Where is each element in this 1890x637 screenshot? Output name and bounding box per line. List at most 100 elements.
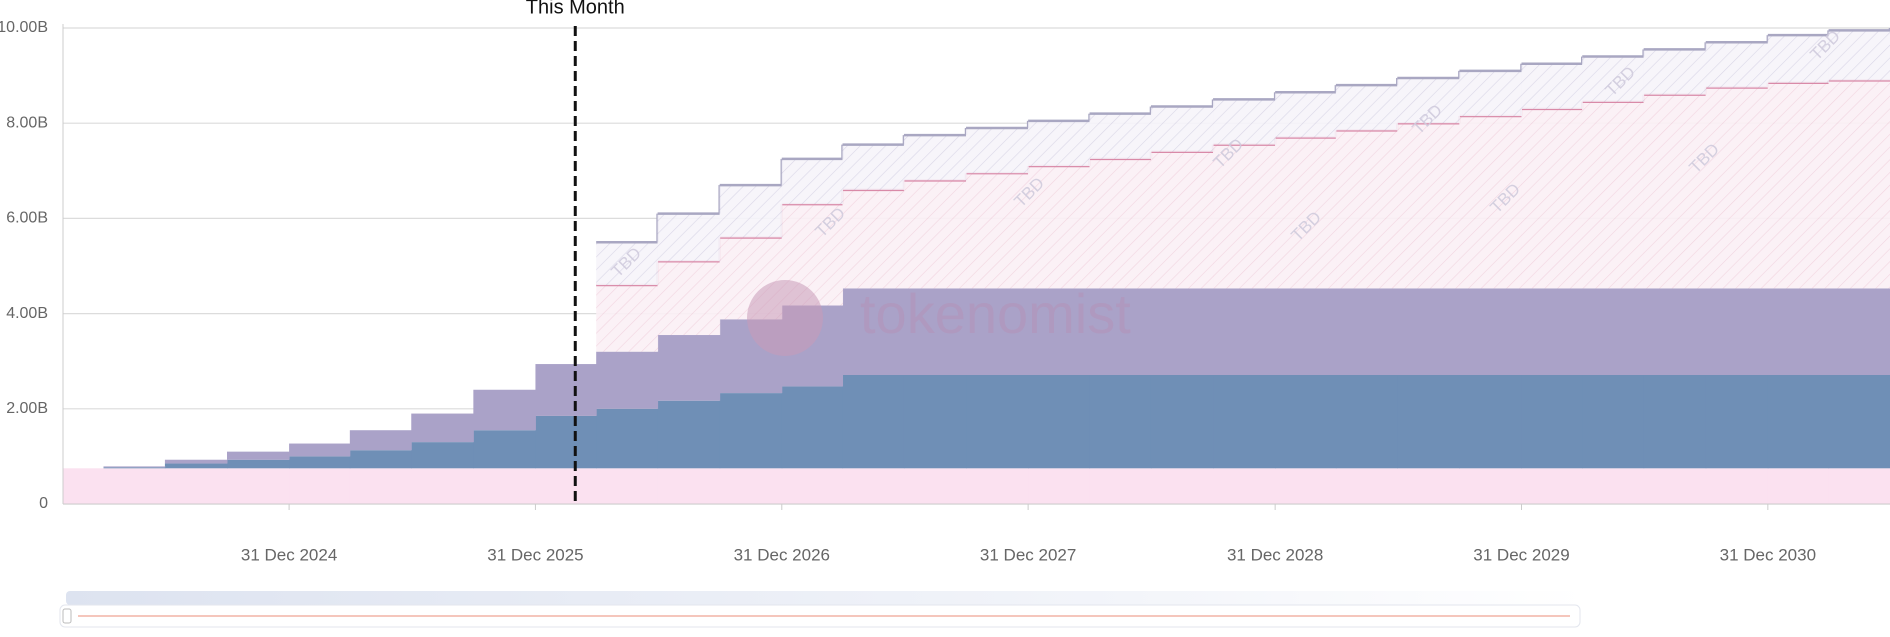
tbd-step [657, 261, 721, 336]
y-tick-label: 0 [39, 495, 48, 512]
tbd-step [781, 158, 844, 205]
unlock-step [596, 408, 659, 469]
unlock-step [1521, 468, 1583, 504]
tbd-step [842, 189, 905, 289]
watermark: tokenomist [860, 282, 1131, 345]
unlock-step [903, 468, 967, 504]
tbd-step [1335, 130, 1398, 289]
unlock-step [1275, 375, 1337, 469]
unlock-step [719, 468, 783, 504]
unlock-step [903, 375, 967, 469]
tbd-step [596, 285, 659, 352]
unlock-step [1521, 288, 1583, 376]
unlock-step [596, 468, 659, 504]
unlock-step [1335, 375, 1398, 469]
unlock-step [1582, 468, 1645, 504]
unlock-step [1767, 288, 1830, 376]
unlock-step [1521, 375, 1583, 469]
tbd-step [657, 213, 721, 262]
unlock-step [1828, 468, 1890, 504]
unlock-step [103, 467, 166, 469]
unlock-step [842, 468, 905, 504]
unlock-step [1705, 375, 1769, 469]
unlock-step [1397, 375, 1460, 469]
x-tick-label: 31 Dec 2024 [241, 545, 337, 564]
tbd-step [1521, 63, 1583, 109]
x-tick-label: 31 Dec 2029 [1473, 545, 1569, 564]
unlock-step [1582, 375, 1645, 469]
tbd-step [1089, 158, 1152, 289]
slider-handle[interactable] [62, 608, 72, 624]
tbd-step [1705, 42, 1769, 88]
x-tick-label: 31 Dec 2027 [980, 545, 1076, 564]
tbd-step [1767, 82, 1830, 289]
unlock-step [349, 430, 412, 451]
unlock-step [473, 430, 536, 469]
unlock-step [164, 459, 228, 464]
unlock-step [1828, 288, 1890, 376]
range-slider[interactable] [59, 591, 1586, 628]
unlock-step [842, 288, 905, 376]
tbd-step [1028, 120, 1091, 167]
unlock-step [411, 413, 474, 443]
unlock-step [1150, 375, 1214, 469]
y-tick-label: 2.00B [6, 400, 48, 417]
slider-track [66, 591, 1586, 605]
unlock-step [1275, 288, 1337, 376]
unlock-step [1459, 468, 1522, 504]
unlock-step [1335, 288, 1398, 376]
unlock-step [1397, 468, 1460, 504]
unlock-step [1213, 375, 1276, 469]
plot-area [63, 28, 1890, 504]
unlock-step [227, 451, 290, 460]
unlock-step [227, 459, 290, 469]
unlock-step [966, 375, 1029, 469]
unlock-step [781, 468, 844, 504]
unlock-step [1705, 288, 1769, 376]
unlock-step [63, 468, 104, 504]
unlock-step [1275, 468, 1337, 504]
unlock-step [1767, 375, 1830, 469]
tbd-step [842, 144, 905, 190]
unlock-step [1459, 375, 1522, 469]
unlock-step [966, 288, 1029, 376]
unlock-step [1028, 468, 1091, 504]
unlock-step [535, 415, 597, 469]
tbd-step [1397, 123, 1460, 289]
unlock-step [103, 468, 166, 504]
unlock-step [842, 375, 905, 469]
tbd-step [1397, 77, 1460, 124]
unlock-step [1705, 468, 1769, 504]
unlock-step [1459, 288, 1522, 376]
y-tick-label: 10.00B [0, 19, 48, 36]
tbd-step [1643, 94, 1707, 289]
unlock-step [657, 400, 721, 469]
unlock-step [289, 468, 351, 504]
watermark-logo [747, 280, 823, 356]
unlock-step [1643, 468, 1707, 504]
tbd-step [719, 185, 783, 238]
unlock-step [289, 443, 351, 457]
tbd-step [1213, 99, 1276, 145]
tbd-step [1275, 137, 1337, 289]
unlock-step [1643, 288, 1707, 376]
unlock-step [1089, 288, 1152, 376]
tbd-step [1089, 113, 1152, 159]
unlock-step [1643, 375, 1707, 469]
y-tick-label: 8.00B [6, 114, 48, 131]
unlock-step [1335, 468, 1398, 504]
unlock-step [289, 456, 351, 469]
unlock-step [657, 335, 721, 401]
unlock-step [1028, 375, 1091, 469]
tbd-step [1028, 166, 1091, 289]
unlock-step [1150, 288, 1214, 376]
y-tick-label: 6.00B [6, 210, 48, 227]
tbd-step [1582, 101, 1645, 289]
tbd-step [1705, 87, 1769, 289]
tbd-step [966, 127, 1029, 174]
tbd-step [1521, 108, 1583, 289]
tbd-step [903, 135, 967, 181]
axes: 0 2.00B 4.00B 6.00B 8.00B 10.00B 31 Dec 2024 31… [0, 19, 1890, 564]
unlock-step [1150, 468, 1214, 504]
